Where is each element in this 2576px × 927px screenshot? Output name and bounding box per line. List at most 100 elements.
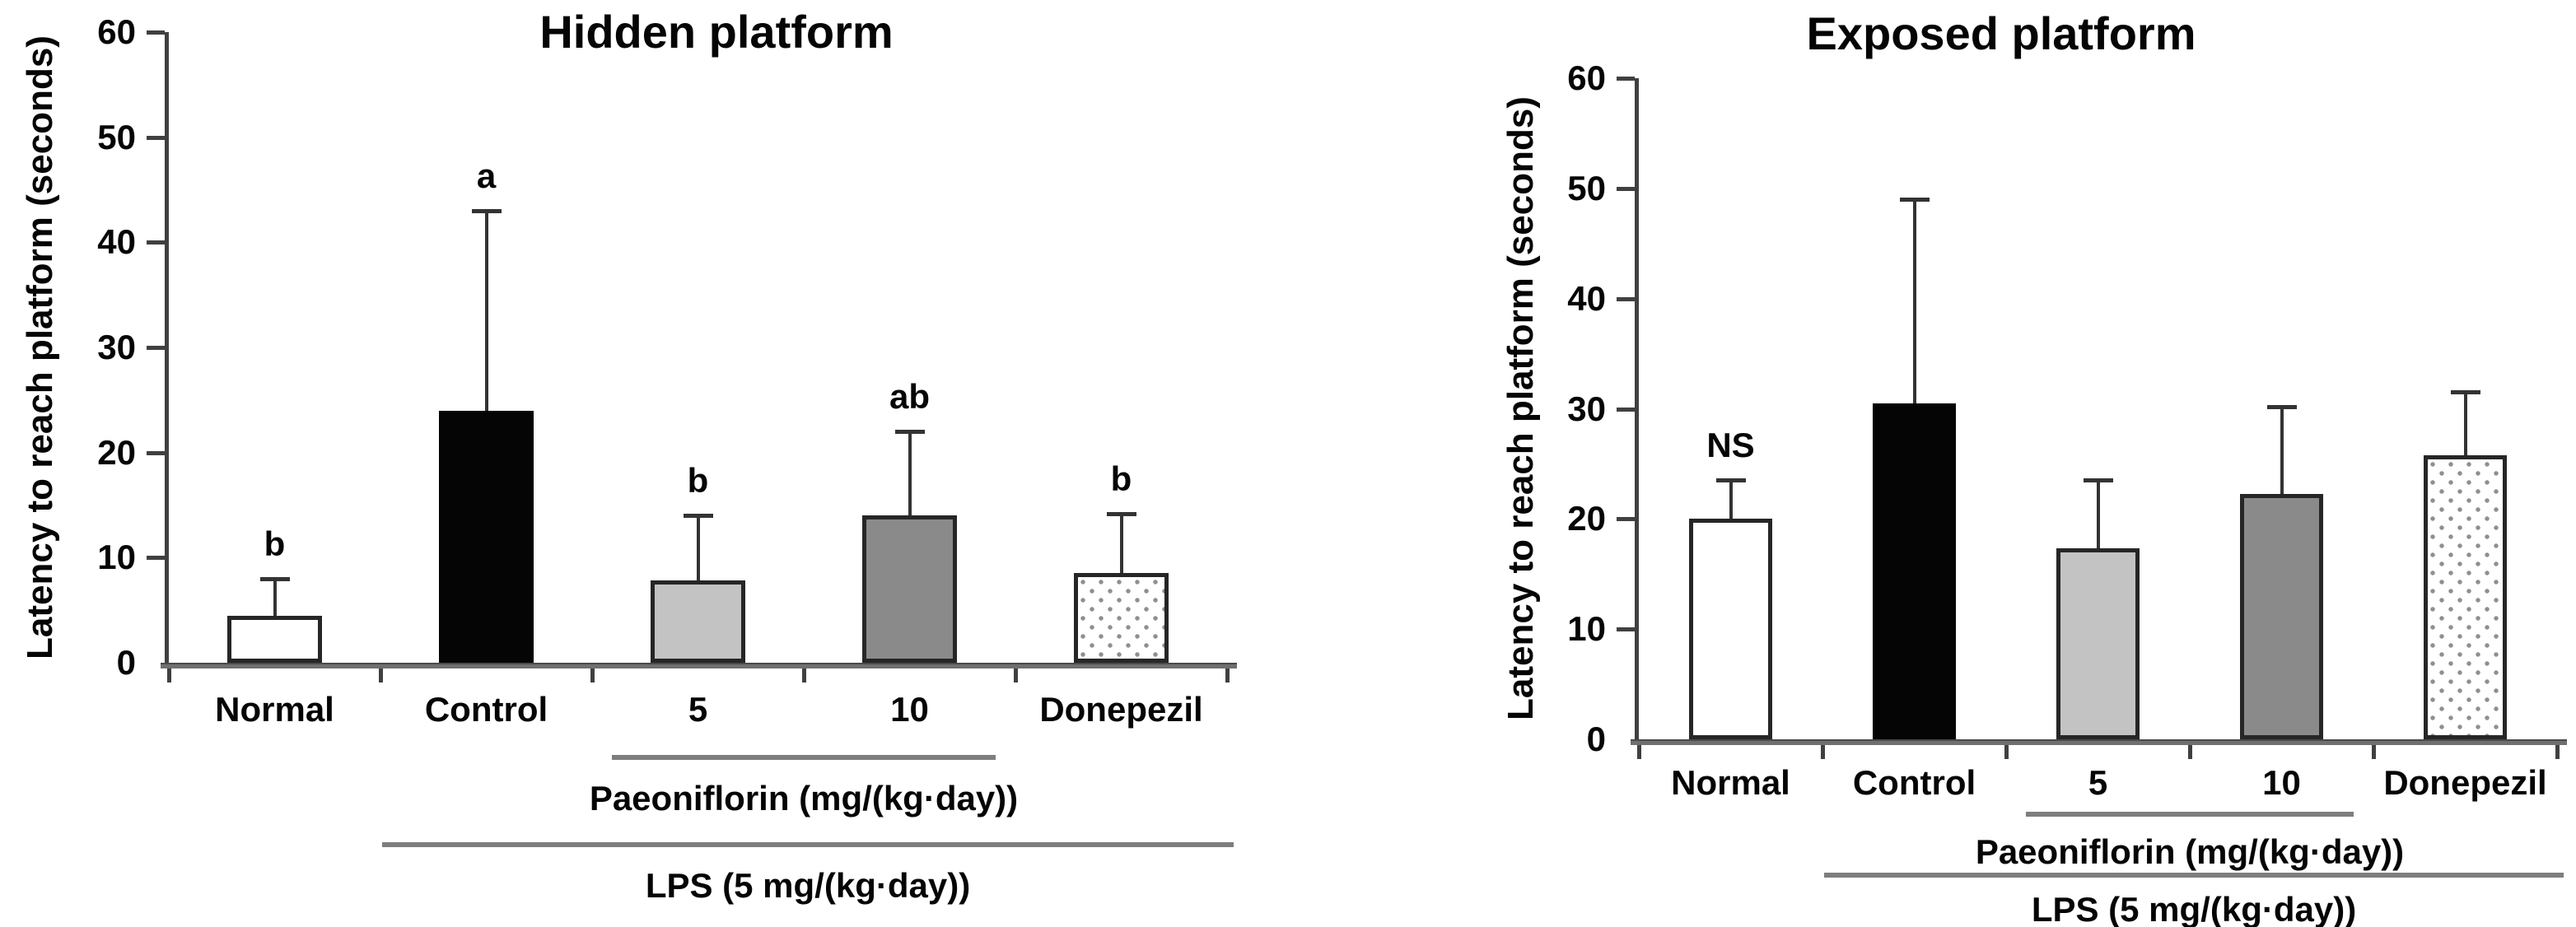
y-tick-label-40: 40 [1567, 278, 1606, 318]
error-bar-10 [2280, 406, 2284, 497]
chart-title-exposed-platform: Exposed platform [1806, 7, 2196, 59]
error-bar-cap-donepezil [2450, 390, 2480, 395]
group-line-lps [382, 842, 1234, 847]
y-axis-tick [1617, 77, 1635, 81]
plot-area: 0 10 20 30 40 50 60 b Normal a Control b 5 ab 10 b Donep… [97, 13, 1237, 905]
y-axis-tick [147, 450, 165, 455]
x-tick-label-10: 10 [2262, 763, 2301, 802]
y-axis-tick [1617, 517, 1635, 522]
y-axis-tick [147, 135, 165, 140]
bar-5 [650, 580, 746, 663]
group-line-label-lps: LPS (5 mg/(kg·day)) [2031, 890, 2357, 927]
x-axis-tick [2555, 745, 2560, 759]
plot-area: 0 10 20 30 40 50 60 NS Normal Control 5 10 Donepezil… [1567, 59, 2567, 927]
x-tick-label-normal: Normal [1671, 763, 1790, 802]
x-axis-tick [379, 668, 383, 682]
group-line-label-paeoniflorin: Paeoniflorin (mg/(kg·day)) [589, 779, 1019, 818]
y-axis-tick [1617, 627, 1635, 632]
error-bar-cap-5 [683, 514, 713, 519]
sig-label-normal: b [264, 524, 286, 563]
y-tick-label-40: 40 [97, 222, 136, 262]
y-axis-tick [1617, 407, 1635, 412]
y-tick-label-50: 50 [97, 117, 136, 156]
error-bar-cap-10 [2266, 404, 2297, 409]
bar-control [438, 410, 534, 663]
x-tick-label-5: 5 [2088, 763, 2108, 802]
y-tick-label-20: 20 [1567, 499, 1606, 538]
x-tick-label-10: 10 [890, 690, 929, 729]
bar-10 [861, 515, 958, 663]
x-axis-tick [1821, 745, 1825, 759]
group-line-paeoniflorin [612, 755, 996, 760]
x-axis-tick [1014, 668, 1018, 682]
y-axis-tick [1617, 296, 1635, 301]
bar-5 [2056, 548, 2140, 739]
y-tick-label-10: 10 [1567, 609, 1606, 649]
x-tick-label-5: 5 [688, 690, 708, 729]
group-line-lps [1824, 873, 2564, 878]
bar-normal [226, 615, 323, 663]
y-axis-tick [1617, 186, 1635, 191]
x-axis-tick [167, 668, 171, 682]
y-axis-tick [147, 240, 165, 245]
group-line-label-paeoniflorin: Paeoniflorin (mg/(kg·day)) [1975, 832, 2405, 871]
error-bar-normal [273, 578, 277, 619]
y-tick-label-50: 50 [1567, 168, 1606, 207]
y-axis-line [165, 32, 169, 665]
y-tick-label-30: 30 [1567, 389, 1606, 428]
error-bar-cap-donepezil [1106, 511, 1136, 516]
error-bar-cap-5 [2083, 478, 2113, 483]
group-line-paeoniflorin [2026, 812, 2354, 817]
x-axis-line [1631, 739, 2567, 745]
y-tick-label-60: 60 [97, 12, 136, 51]
y-tick-label-60: 60 [1567, 58, 1606, 97]
error-bar-5 [2096, 480, 2100, 552]
error-bar-cap-control [471, 209, 502, 214]
error-bar-donepezil [2463, 392, 2467, 459]
x-axis-tick [590, 668, 595, 682]
hidden-platform-panel: Hidden platform Latency to reach platfor… [20, 6, 1237, 905]
y-tick-label-10: 10 [97, 538, 136, 577]
error-bar-cap-normal [1715, 478, 1746, 483]
y-tick-label-20: 20 [97, 432, 136, 472]
x-axis-line [161, 663, 1237, 668]
x-tick-label-control: Control [424, 690, 548, 729]
x-tick-label-control: Control [1852, 763, 1976, 802]
x-axis-tick [802, 668, 806, 682]
y-tick-label-30: 30 [97, 328, 136, 366]
y-axis-line [1635, 78, 1639, 742]
x-tick-label-donepezil: Donepezil [1039, 690, 1203, 729]
y-axis-tick [147, 556, 165, 561]
y-tick-label-0: 0 [116, 643, 136, 682]
sig-label-normal: NS [1706, 426, 1755, 465]
group-line-label-lps: LPS (5 mg/(kg·day)) [645, 866, 971, 905]
x-axis-tick [1225, 668, 1230, 682]
bar-control [1873, 403, 1956, 739]
chart-title-hidden-platform: Hidden platform [539, 6, 894, 58]
bar-normal [1689, 519, 1772, 739]
exposed-platform-panel: Exposed platform Latency to reach platfo… [1288, 0, 2576, 927]
x-tick-label-donepezil: Donepezil [2383, 763, 2547, 802]
error-bar-normal [1729, 480, 1733, 523]
sig-label-10: ab [889, 377, 930, 417]
y-tick-label-0: 0 [1586, 720, 1606, 758]
error-bar-cap-10 [894, 430, 925, 435]
error-bar-5 [696, 515, 700, 585]
x-tick-label-normal: Normal [215, 690, 334, 729]
sig-label-donepezil: b [1110, 459, 1132, 498]
error-bar-cap-normal [259, 576, 290, 581]
x-axis-tick [1637, 745, 1641, 759]
bar-donepezil [1073, 573, 1169, 663]
sig-label-5: b [687, 461, 709, 501]
error-bar-control [484, 211, 488, 414]
y-axis-tick [147, 346, 165, 350]
y-axis-tick [147, 30, 165, 35]
bar-10 [2240, 493, 2323, 739]
error-bar-10 [908, 431, 912, 519]
error-bar-donepezil [1119, 513, 1123, 577]
sig-label-control: a [476, 156, 497, 196]
error-bar-control [1912, 199, 1916, 407]
error-bar-cap-control [1899, 198, 1930, 203]
bar-donepezil [2424, 454, 2507, 739]
x-axis-tick [2372, 745, 2376, 759]
